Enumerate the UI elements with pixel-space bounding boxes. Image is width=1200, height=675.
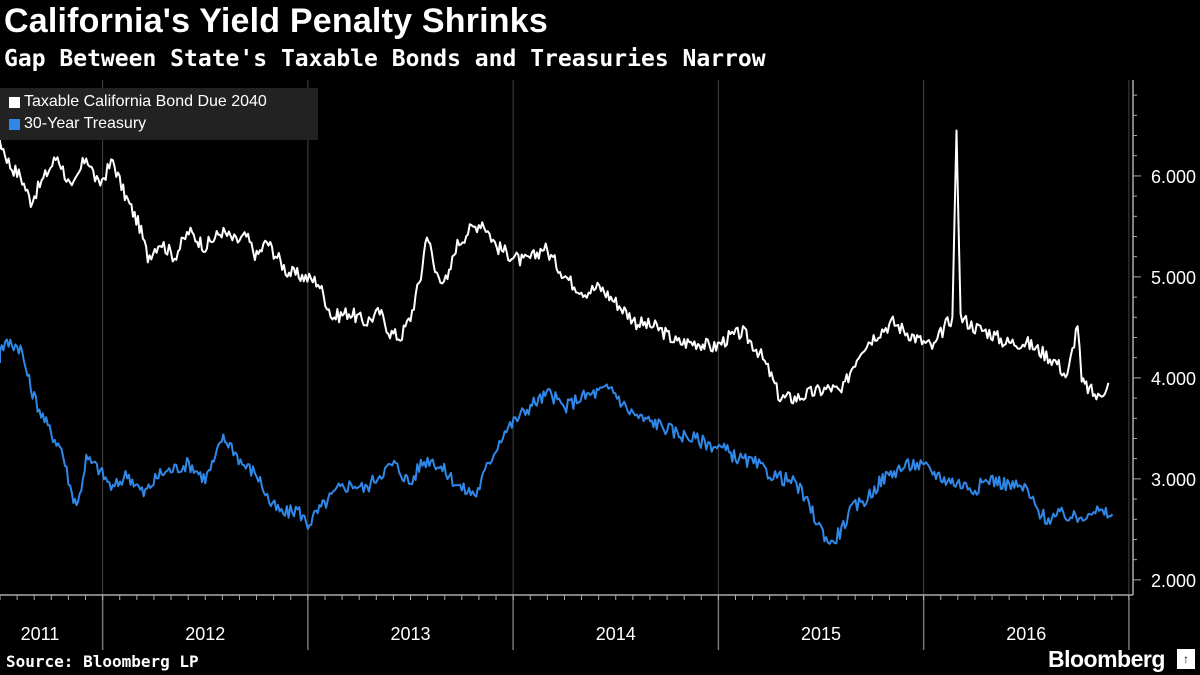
legend-item-california: Taxable California Bond Due 2040 <box>9 93 267 111</box>
chart-subtitle: Gap Between State's Taxable Bonds and Tr… <box>4 46 766 72</box>
source-note: Source: Bloomberg LP <box>6 652 199 671</box>
chart-series <box>0 129 1114 545</box>
series-line-1 <box>0 338 1114 545</box>
y-tick-label-2.000: 2.000 <box>1151 571 1196 591</box>
legend-label-treasury: 30-Year Treasury <box>24 115 147 132</box>
x-tick-label-2011: 2011 <box>21 624 60 644</box>
series-line-0 <box>0 129 1110 405</box>
chart-legend: Taxable California Bond Due 2040 30-Year… <box>0 88 318 140</box>
bloomberg-logo: Bloomberg <box>1048 646 1165 672</box>
x-tick-label-2014: 2014 <box>596 624 636 644</box>
legend-label-california: Taxable California Bond Due 2040 <box>24 93 267 110</box>
chart-title: California's Yield Penalty Shrinks <box>4 2 548 40</box>
x-tick-label-2015: 2015 <box>801 624 841 644</box>
bloomberg-badge-icon: ↑ <box>1177 649 1195 669</box>
x-tick-label-2016: 2016 <box>1006 624 1046 644</box>
y-tick-label-6.000: 6.000 <box>1151 167 1196 187</box>
legend-item-treasury: 30-Year Treasury <box>9 115 146 133</box>
x-tick-label-2013: 2013 <box>390 624 430 644</box>
x-tick-label-2012: 2012 <box>185 624 225 644</box>
y-tick-label-3.000: 3.000 <box>1151 470 1196 490</box>
y-tick-label-4.000: 4.000 <box>1151 369 1196 389</box>
chart-grid <box>102 80 1130 595</box>
chart-axes: 2011 2012 2013 2014 2015 2016 2.000 3.000 4.000 5… <box>0 80 1196 650</box>
y-tick-label-5.000: 5.000 <box>1151 268 1196 288</box>
legend-swatch-california <box>9 96 20 108</box>
legend-swatch-treasury <box>9 118 20 130</box>
